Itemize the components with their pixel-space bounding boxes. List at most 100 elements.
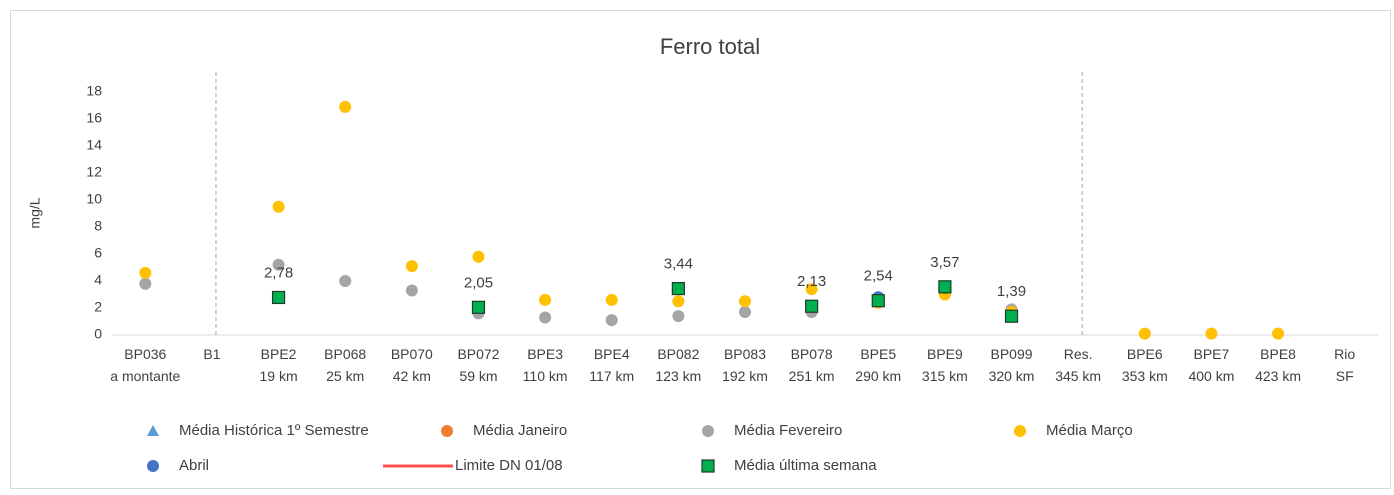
data-label: 1,39 xyxy=(997,283,1026,300)
x-tick-line: BPE6 xyxy=(1127,346,1163,362)
y-tick-label: 14 xyxy=(86,137,102,153)
x-tick-label: BPE6 353 km xyxy=(1122,346,1168,384)
x-tick-line: Rio xyxy=(1334,346,1355,362)
legend-label: Abril xyxy=(179,457,209,474)
y-tick-label: 18 xyxy=(86,83,102,99)
y-tick-label: 4 xyxy=(94,272,102,288)
marker xyxy=(739,295,751,308)
marker xyxy=(1272,327,1285,340)
data-label: 2,78 xyxy=(264,264,293,281)
marker xyxy=(272,258,285,271)
x-tick-line: BP036 xyxy=(124,346,166,362)
marker xyxy=(339,275,352,287)
x-tick-line: 320 km xyxy=(989,368,1035,384)
chart-frame xyxy=(10,10,1391,489)
x-tick-line: 290 km xyxy=(855,368,901,384)
x-tick-label: BPE3 110 km xyxy=(523,346,568,384)
x-tick-line: Res. xyxy=(1064,346,1093,362)
x-tick-line: BP070 xyxy=(391,346,433,362)
x-tick-line: 42 km xyxy=(393,368,431,384)
x-tick-label: BPE4 117 km xyxy=(589,346,634,384)
x-tick-label: BP036 a montante xyxy=(110,346,180,384)
marker xyxy=(139,277,152,290)
marker xyxy=(671,281,685,296)
x-tick-line: BPE9 xyxy=(927,346,963,362)
marker xyxy=(539,311,552,324)
x-tick-line: 251 km xyxy=(789,368,835,384)
x-tick-label: BP078 251 km xyxy=(789,346,835,384)
x-tick-line: 110 km xyxy=(523,368,568,384)
x-tick-line: 345 km xyxy=(1055,368,1101,384)
x-tick-line: BP082 xyxy=(657,346,699,362)
x-tick-line: 123 km xyxy=(655,368,701,384)
data-label: 2,05 xyxy=(464,274,493,291)
x-tick-label: Res. 345 km xyxy=(1055,346,1101,384)
legend-marker xyxy=(441,425,453,437)
x-tick-label: B1 xyxy=(203,346,220,362)
x-tick-label: BP072 59 km xyxy=(457,346,499,384)
y-tick-label: 2 xyxy=(94,299,102,315)
y-tick-label: 6 xyxy=(94,245,102,261)
x-tick-line: 192 km xyxy=(722,368,768,384)
x-tick-line: 315 km xyxy=(922,368,968,384)
x-tick-line: BPE2 xyxy=(261,346,297,362)
x-tick-line: 400 km xyxy=(1188,368,1234,384)
x-tick-label: BPE8 423 km xyxy=(1255,346,1301,384)
legend-label: Média Janeiro xyxy=(473,422,567,439)
x-tick-line: BPE5 xyxy=(860,346,896,362)
x-tick-label: BP083 192 km xyxy=(722,346,768,384)
marker xyxy=(605,293,618,306)
marker xyxy=(605,314,618,327)
marker xyxy=(1138,327,1151,340)
legend-marker xyxy=(702,425,714,437)
x-tick-line: BP068 xyxy=(324,346,366,362)
y-tick-label: 10 xyxy=(86,191,102,207)
x-tick-line: BP078 xyxy=(791,346,833,362)
x-tick-label: BPE7 400 km xyxy=(1188,346,1234,384)
legend-label: Média Fevereiro xyxy=(734,422,842,439)
x-tick-line: BP072 xyxy=(457,346,499,362)
x-tick-label: BP082 123 km xyxy=(655,346,701,384)
x-tick-label: Rio SF xyxy=(1334,346,1355,384)
x-tick-label: BP099 320 km xyxy=(989,346,1035,384)
legend-label: Limite DN 01/08 xyxy=(455,457,563,474)
x-tick-line: B1 xyxy=(203,346,220,362)
marker xyxy=(139,266,152,279)
chart-title: Ferro total xyxy=(660,34,760,59)
x-tick-line: 353 km xyxy=(1122,368,1168,384)
marker xyxy=(672,310,685,323)
x-tick-line: 423 km xyxy=(1255,368,1301,384)
marker xyxy=(271,290,286,305)
x-tick-label: BP068 25 km xyxy=(324,346,366,384)
marker xyxy=(871,294,885,308)
x-tick-line: BP099 xyxy=(991,346,1033,362)
y-tick-label: 0 xyxy=(94,326,102,342)
x-tick-line: BPE8 xyxy=(1260,346,1296,362)
marker xyxy=(805,299,819,313)
x-tick-line: BPE4 xyxy=(594,346,630,362)
x-tick-line: 59 km xyxy=(459,368,497,384)
x-tick-label: BPE5 290 km xyxy=(855,346,901,384)
marker xyxy=(405,260,418,273)
x-tick-line: BP083 xyxy=(724,346,766,362)
marker xyxy=(272,200,285,213)
marker xyxy=(339,100,352,113)
legend-label: Média Histórica 1º Semestre xyxy=(179,422,369,439)
legend-marker xyxy=(147,425,159,436)
marker xyxy=(1004,309,1019,323)
y-axis-label: mg/L xyxy=(27,197,43,228)
legend-label: Média última semana xyxy=(734,457,877,474)
y-tick-label: 12 xyxy=(86,164,102,180)
data-label: 3,57 xyxy=(930,254,959,271)
marker xyxy=(805,283,818,296)
marker xyxy=(672,295,685,308)
y-tick-label: 16 xyxy=(86,110,102,126)
legend-label: Média Março xyxy=(1046,422,1133,439)
marker xyxy=(472,250,485,263)
legend-marker xyxy=(147,460,159,472)
x-tick-line: 117 km xyxy=(589,368,634,384)
x-tick-line: 25 km xyxy=(326,368,364,384)
marker xyxy=(539,293,552,306)
x-tick-line: SF xyxy=(1336,368,1354,384)
